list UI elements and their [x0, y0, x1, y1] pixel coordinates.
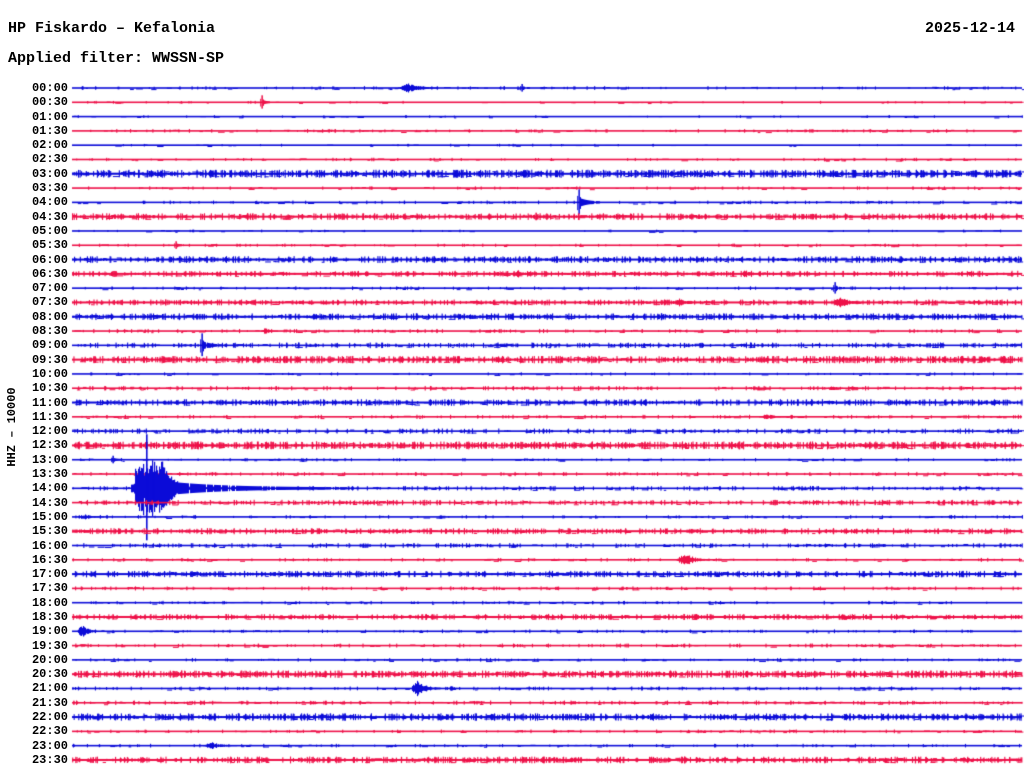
- row-time-label: 21:30: [31, 695, 68, 710]
- row-time-label: 19:00: [31, 624, 68, 639]
- row-time-label: 23:00: [31, 738, 68, 753]
- row-time-label: 11:00: [31, 395, 68, 410]
- row-time-label: 01:00: [31, 109, 68, 124]
- row-time-label: 04:00: [31, 195, 68, 210]
- row-time-label: 05:30: [31, 238, 68, 253]
- row-time-label: 04:30: [31, 209, 68, 224]
- row-time-label: 06:30: [31, 266, 68, 281]
- row-time-label: 18:00: [31, 595, 68, 610]
- row-time-label: 11:30: [31, 409, 68, 424]
- row-time-label: 10:00: [31, 366, 68, 381]
- row-time-label: 02:00: [31, 138, 68, 153]
- row-time-label: 09:30: [31, 352, 68, 367]
- row-time-label: 15:30: [31, 524, 68, 539]
- row-time-label: 17:00: [31, 567, 68, 582]
- station-title: HP Fiskardo – Kefalonia: [8, 20, 216, 37]
- row-time-label: 08:00: [31, 309, 68, 324]
- row-time-label: 03:00: [31, 166, 68, 181]
- row-time-label: 15:00: [31, 509, 68, 524]
- row-time-label: 20:00: [31, 652, 68, 667]
- row-time-label: 07:30: [31, 295, 68, 310]
- record-date: 2025-12-14: [924, 20, 1015, 37]
- row-time-label: 21:00: [31, 681, 68, 696]
- row-time-label: 12:00: [31, 424, 68, 439]
- row-time-label: 16:00: [31, 538, 68, 553]
- row-time-label: 01:30: [31, 123, 68, 138]
- row-time-label: 19:30: [31, 638, 68, 653]
- row-time-label: 07:00: [31, 281, 68, 296]
- row-time-label: 00:00: [31, 81, 68, 95]
- applied-filter-label: Applied filter: WWSSN-SP: [8, 50, 225, 67]
- row-time-label: 10:30: [31, 381, 68, 396]
- row-time-label: 13:00: [31, 452, 68, 467]
- row-time-label: 14:00: [31, 481, 68, 496]
- row-time-label: 09:00: [31, 338, 68, 353]
- row-time-label: 17:30: [31, 581, 68, 596]
- row-time-label: 20:30: [31, 667, 68, 682]
- row-time-label: 22:30: [31, 724, 68, 739]
- row-time-label: 02:30: [31, 152, 68, 167]
- row-time-label: 08:30: [31, 324, 68, 339]
- row-time-label: 23:30: [31, 752, 68, 767]
- time-labels: 00:00 00:30 01:00 01:30 02:00 02:30 03:00 03:30…: [0, 0, 68, 780]
- row-time-label: 14:30: [31, 495, 68, 510]
- row-time-label: 12:30: [31, 438, 68, 453]
- row-time-label: 18:30: [31, 609, 68, 624]
- row-time-label: 00:30: [31, 95, 68, 110]
- row-time-label: 05:00: [31, 223, 68, 238]
- row-time-label: 03:30: [31, 181, 68, 196]
- row-time-label: 13:30: [31, 467, 68, 482]
- row-time-label: 16:30: [31, 552, 68, 567]
- row-time-label: 22:00: [31, 710, 68, 725]
- row-time-label: 06:00: [31, 252, 68, 267]
